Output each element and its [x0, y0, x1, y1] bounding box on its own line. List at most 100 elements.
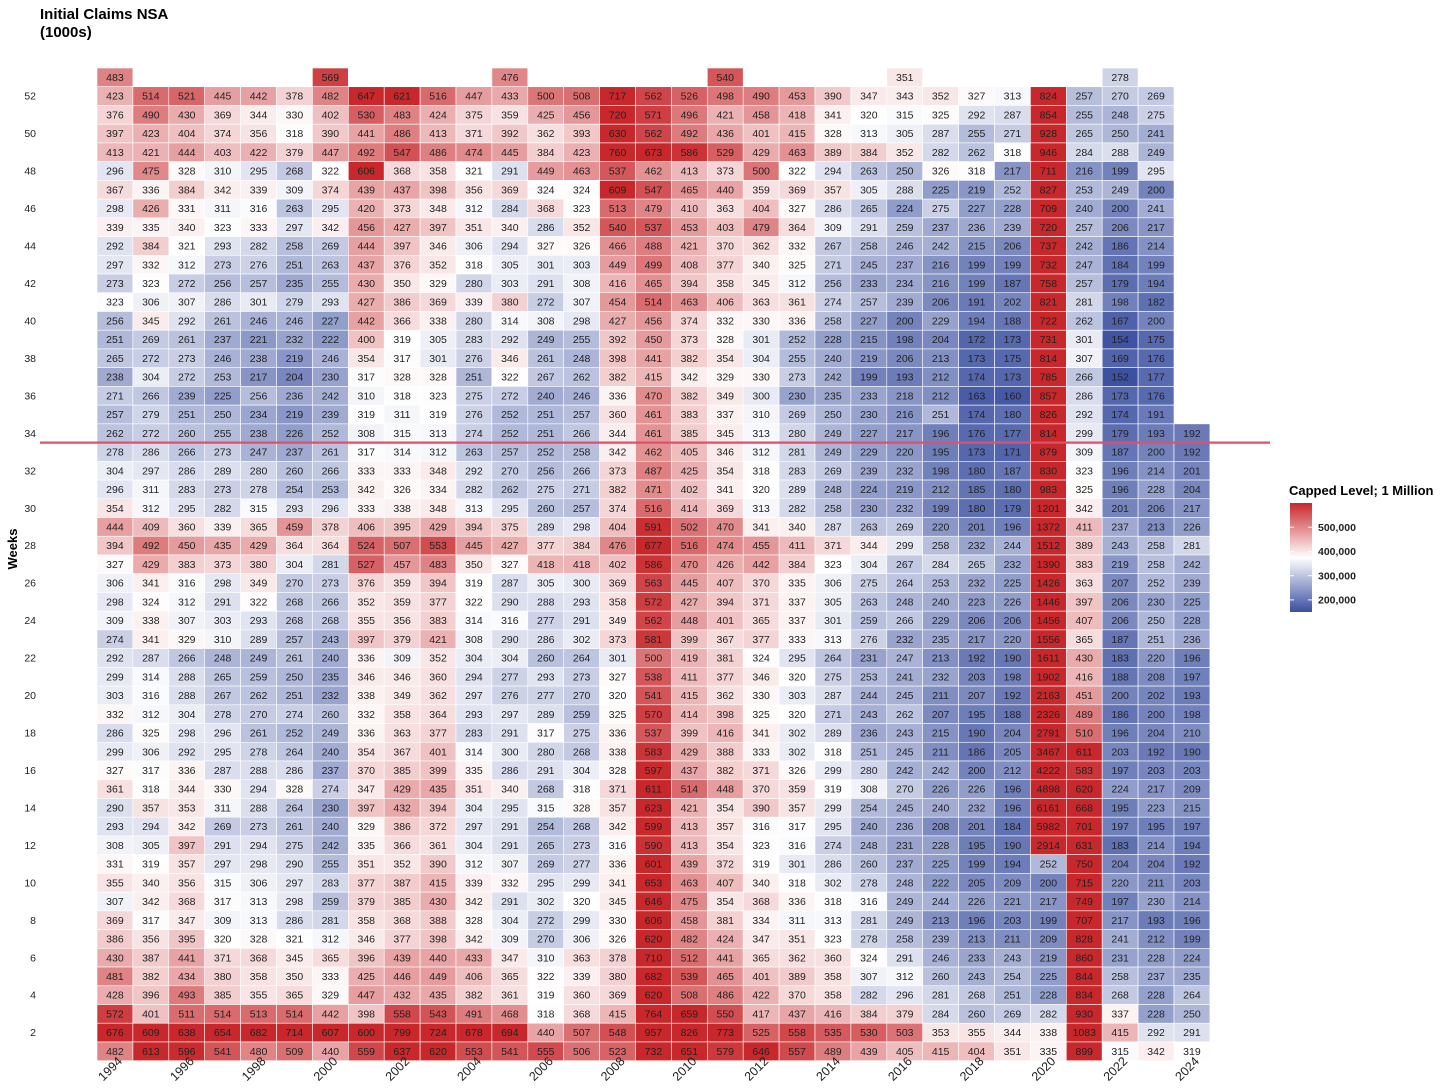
cell-value-label: 235	[286, 278, 304, 290]
cell-value-label: 358	[609, 596, 627, 608]
cell-value-label: 332	[142, 259, 160, 271]
cell-value-label: 321	[286, 934, 304, 946]
cell-value-label: 516	[645, 503, 663, 515]
cell-value-label: 256	[824, 278, 842, 290]
cell-value-label: 297	[214, 859, 232, 871]
cell-value-label: 275	[537, 484, 555, 496]
cell-value-label: 330	[286, 109, 304, 121]
cell-value-label: 238	[106, 372, 124, 384]
cell-value-label: 322	[250, 596, 268, 608]
cell-value-label: 288	[250, 802, 268, 814]
cell-value-label: 252	[286, 728, 304, 740]
cell-value-label: 462	[645, 447, 663, 459]
cell-value-label: 275	[286, 840, 304, 852]
cell-value-label: 292	[501, 334, 519, 346]
cell-value-label: 306	[142, 746, 160, 758]
cell-value-label: 799	[393, 1027, 411, 1039]
cell-value-label: 425	[681, 465, 699, 477]
cell-value-label: 348	[429, 503, 447, 515]
cell-value-label: 479	[645, 203, 663, 215]
cell-value-label: 335	[142, 222, 160, 234]
y-tick-label: 44	[24, 241, 36, 253]
cell-value-label: 304	[501, 915, 519, 927]
cell-value-label: 273	[573, 671, 591, 683]
cell-value-label: 318	[1004, 147, 1022, 159]
cell-value-label: 247	[896, 653, 914, 665]
cell-value-label: 186	[968, 746, 986, 758]
cell-value-label: 430	[1075, 653, 1093, 665]
cell-value-label: 383	[429, 615, 447, 627]
cell-value-label: 317	[142, 765, 160, 777]
cell-value-label: 491	[465, 1008, 483, 1020]
cell-value-label: 195	[932, 447, 950, 459]
cell-value-label: 246	[250, 315, 268, 327]
cell-value-label: 397	[357, 802, 375, 814]
cell-value-label: 374	[322, 184, 340, 196]
cell-value-label: 827	[1040, 184, 1058, 196]
cell-value-label: 225	[1183, 596, 1201, 608]
cell-value-label: 213	[1147, 521, 1165, 533]
cell-value-label: 424	[429, 109, 447, 121]
cell-value-label: 299	[106, 746, 124, 758]
cell-value-label: 224	[1183, 952, 1201, 964]
y-tick-label: 6	[30, 952, 36, 964]
y-tick-label: 22	[24, 653, 36, 665]
cell-value-label: 448	[716, 784, 734, 796]
cell-value-label: 269	[322, 241, 340, 253]
cell-value-label: 814	[1040, 353, 1058, 365]
cell-value-label: 514	[645, 297, 663, 309]
cell-value-label: 330	[752, 690, 770, 702]
cell-value-label: 282	[788, 503, 806, 515]
cell-value-label: 239	[860, 465, 878, 477]
cell-value-label: 211	[1148, 877, 1165, 889]
cell-value-label: 254	[286, 484, 304, 496]
cell-value-label: 590	[645, 840, 663, 852]
cell-value-label: 369	[106, 915, 124, 927]
cell-value-label: 318	[752, 465, 770, 477]
cell-value-label: 288	[178, 690, 196, 702]
cell-value-label: 357	[142, 802, 160, 814]
cell-value-label: 246	[214, 353, 232, 365]
cell-value-label: 318	[824, 746, 842, 758]
cell-value-label: 293	[537, 671, 555, 683]
cell-value-label: 265	[860, 203, 878, 215]
cell-value-label: 327	[788, 203, 806, 215]
cell-value-label: 471	[645, 484, 663, 496]
cell-value-label: 316	[788, 840, 806, 852]
cell-value-label: 268	[286, 615, 304, 627]
cell-value-label: 342	[357, 484, 375, 496]
cell-value-label: 562	[645, 91, 663, 103]
cell-value-label: 338	[609, 746, 627, 758]
cell-value-label: 371	[214, 952, 232, 964]
cell-value-label: 347	[860, 91, 878, 103]
cell-value-label: 326	[609, 934, 627, 946]
cell-value-label: 319	[752, 859, 770, 871]
cell-value-label: 240	[322, 746, 340, 758]
cell-value-label: 653	[645, 877, 663, 889]
cell-value-label: 323	[824, 559, 842, 571]
cell-value-label: 167	[1111, 315, 1129, 327]
y-tick-label: 42	[24, 278, 36, 290]
cell-value-label: 199	[1004, 259, 1022, 271]
cell-value-label: 319	[537, 990, 555, 1002]
cell-value-label: 444	[106, 521, 124, 533]
cell-value-label: 715	[1075, 877, 1093, 889]
cell-value-label: 212	[1004, 765, 1022, 777]
cell-value-label: 198	[896, 334, 914, 346]
cell-value-label: 324	[860, 952, 878, 964]
cell-value-label: 206	[896, 353, 914, 365]
cell-value-label: 199	[1147, 259, 1165, 271]
cell-value-label: 707	[1075, 915, 1093, 927]
cell-value-label: 257	[573, 409, 591, 421]
cell-value-label: 432	[393, 990, 411, 1002]
cell-value-label: 502	[681, 521, 699, 533]
cell-value-label: 286	[178, 465, 196, 477]
cell-value-label: 538	[645, 671, 663, 683]
cell-value-label: 192	[1183, 447, 1201, 459]
cell-value-label: 215	[1183, 802, 1201, 814]
cell-value-label: 507	[393, 540, 411, 552]
cell-value-label: 204	[1147, 728, 1165, 740]
cell-value-label: 281	[932, 990, 950, 1002]
cell-value-label: 401	[752, 971, 770, 983]
cell-value-label: 274	[824, 297, 842, 309]
